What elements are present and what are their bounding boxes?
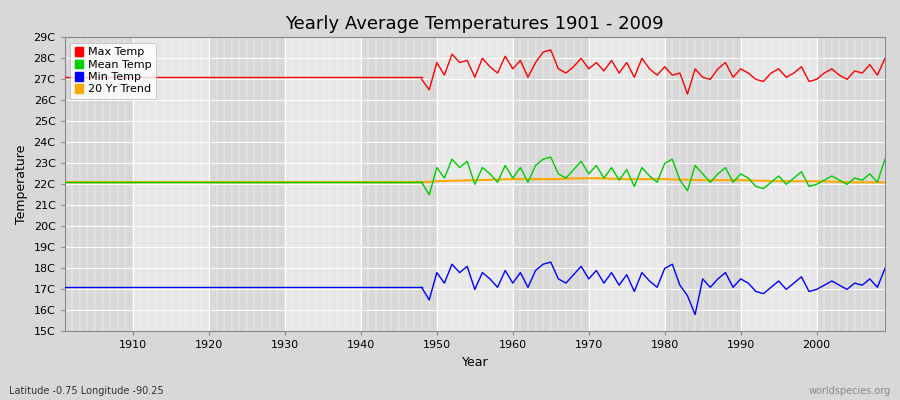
Bar	[133, 37, 209, 332]
Bar	[589, 37, 665, 332]
Text: Latitude -0.75 Longitude -90.25: Latitude -0.75 Longitude -90.25	[9, 386, 164, 396]
Bar	[285, 37, 361, 332]
Bar	[436, 37, 513, 332]
Bar	[513, 37, 589, 332]
Y-axis label: Temperature: Temperature	[15, 145, 28, 224]
Legend: Max Temp, Mean Temp, Min Temp, 20 Yr Trend: Max Temp, Mean Temp, Min Temp, 20 Yr Tre…	[70, 43, 156, 99]
Title: Yearly Average Temperatures 1901 - 2009: Yearly Average Temperatures 1901 - 2009	[285, 15, 664, 33]
Bar	[665, 37, 741, 332]
X-axis label: Year: Year	[462, 356, 488, 369]
Bar	[816, 37, 893, 332]
Bar	[741, 37, 816, 332]
Bar	[209, 37, 285, 332]
Bar	[57, 37, 133, 332]
Text: worldspecies.org: worldspecies.org	[809, 386, 891, 396]
Bar	[361, 37, 436, 332]
